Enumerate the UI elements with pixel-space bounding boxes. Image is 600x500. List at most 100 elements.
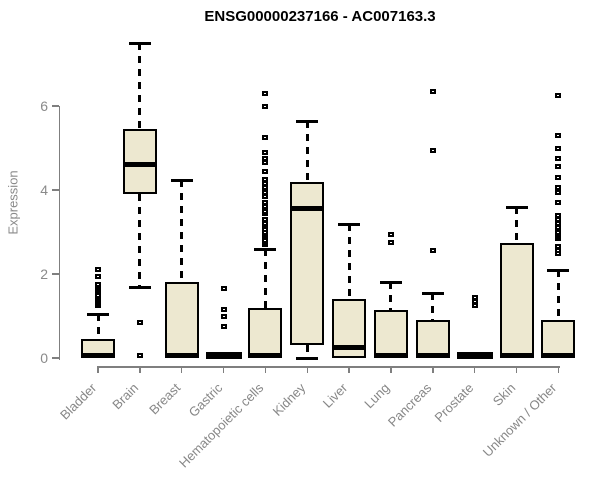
- whisker-cap: [379, 281, 402, 285]
- whisker-upper: [138, 43, 142, 130]
- outlier-point: [555, 185, 562, 191]
- outlier-point: [262, 149, 269, 155]
- outlier-point: [555, 244, 562, 250]
- outlier-point: [262, 168, 269, 174]
- box-hematopoietic-cells: [248, 307, 283, 358]
- box-gastric: [205, 352, 242, 360]
- box-brain: [122, 129, 157, 195]
- whisker-upper: [305, 120, 309, 182]
- outlier-point: [95, 267, 101, 273]
- median-line: [290, 206, 325, 212]
- whisker-cap: [87, 312, 109, 316]
- outlier-point: [262, 181, 269, 187]
- outlier-point: [220, 307, 227, 313]
- x-tick: [306, 366, 308, 373]
- y-tick: [51, 105, 59, 107]
- x-tick: [515, 366, 518, 373]
- outlier-point: [555, 212, 562, 218]
- x-tick: [264, 366, 267, 373]
- chart-title: ENSG00000237166 - AC007163.3: [204, 8, 436, 25]
- median-line: [373, 352, 408, 358]
- outlier-point: [220, 313, 227, 319]
- outlier-point: [262, 221, 269, 227]
- box-lung: [373, 309, 408, 358]
- y-axis-label: Expression: [5, 170, 21, 235]
- outlier-point: [471, 303, 478, 308]
- whisker-upper: [515, 206, 518, 243]
- x-tick: [473, 366, 476, 373]
- outlier-point: [262, 200, 269, 206]
- whisker-cap: [128, 42, 151, 45]
- whisker-upper: [347, 223, 351, 300]
- outlier-point: [471, 294, 478, 300]
- y-tick: [51, 273, 59, 275]
- outlier-point: [262, 189, 269, 195]
- outlier-point: [555, 145, 562, 151]
- outlier-point: [262, 135, 269, 140]
- y-tick-label: 2: [40, 266, 48, 282]
- outlier-point: [555, 216, 562, 222]
- median-line: [164, 352, 199, 358]
- median-line: [415, 352, 450, 358]
- outlier-point: [262, 103, 269, 109]
- box-breast: [164, 282, 199, 358]
- x-tick: [432, 366, 434, 373]
- x-tick: [97, 366, 99, 373]
- y-axis-line: [58, 106, 60, 360]
- y-tick-label: 0: [40, 350, 48, 366]
- median-line: [81, 352, 115, 358]
- box-skin: [499, 242, 534, 358]
- y-tick-label: 4: [40, 182, 48, 198]
- whisker-cap: [128, 285, 151, 289]
- whisker-cap: [505, 205, 528, 209]
- whisker-upper: [180, 179, 184, 283]
- outlier-point: [262, 208, 269, 214]
- outlier-point: [136, 353, 143, 359]
- outlier-point: [387, 240, 394, 245]
- outlier-point: [262, 204, 269, 210]
- whisker-upper: [556, 269, 560, 321]
- outlier-point: [429, 88, 436, 94]
- outlier-point: [387, 231, 394, 237]
- outlier-point: [262, 177, 269, 182]
- y-tick-label: 6: [40, 98, 48, 114]
- outlier-point: [555, 225, 562, 231]
- median-line: [541, 352, 576, 358]
- whisker-cap: [421, 291, 444, 295]
- whisker-cap: [296, 119, 319, 123]
- whisker-upper: [96, 313, 100, 340]
- outlier-point: [220, 286, 227, 292]
- whisker-cap: [296, 357, 319, 360]
- outlier-point: [555, 221, 562, 227]
- whisker-cap: [547, 268, 570, 272]
- x-tick: [557, 366, 560, 373]
- x-tick: [222, 366, 225, 373]
- y-tick: [51, 357, 59, 359]
- x-tick: [390, 366, 392, 373]
- whisker-lower: [138, 194, 142, 287]
- outlier-point: [262, 216, 269, 222]
- whisker-cap: [170, 178, 193, 182]
- outlier-point: [220, 324, 227, 329]
- outlier-point: [95, 273, 101, 279]
- outlier-point: [555, 164, 562, 170]
- outlier-point: [262, 237, 269, 243]
- outlier-point: [262, 160, 269, 166]
- outlier-point: [262, 185, 269, 191]
- outlier-point: [555, 174, 562, 180]
- outlier-point: [471, 298, 478, 304]
- outlier-point: [429, 147, 436, 153]
- y-tick: [51, 189, 59, 191]
- outlier-point: [95, 282, 101, 287]
- whisker-cap: [254, 247, 277, 251]
- median-line: [332, 345, 367, 350]
- outlier-point: [262, 90, 269, 96]
- outlier-point: [555, 93, 562, 98]
- median-line: [122, 162, 157, 168]
- x-axis-line: [98, 366, 560, 368]
- whisker-upper: [431, 292, 435, 321]
- median-line: [499, 352, 534, 358]
- outlier-point: [555, 248, 562, 254]
- outlier-point: [555, 229, 562, 235]
